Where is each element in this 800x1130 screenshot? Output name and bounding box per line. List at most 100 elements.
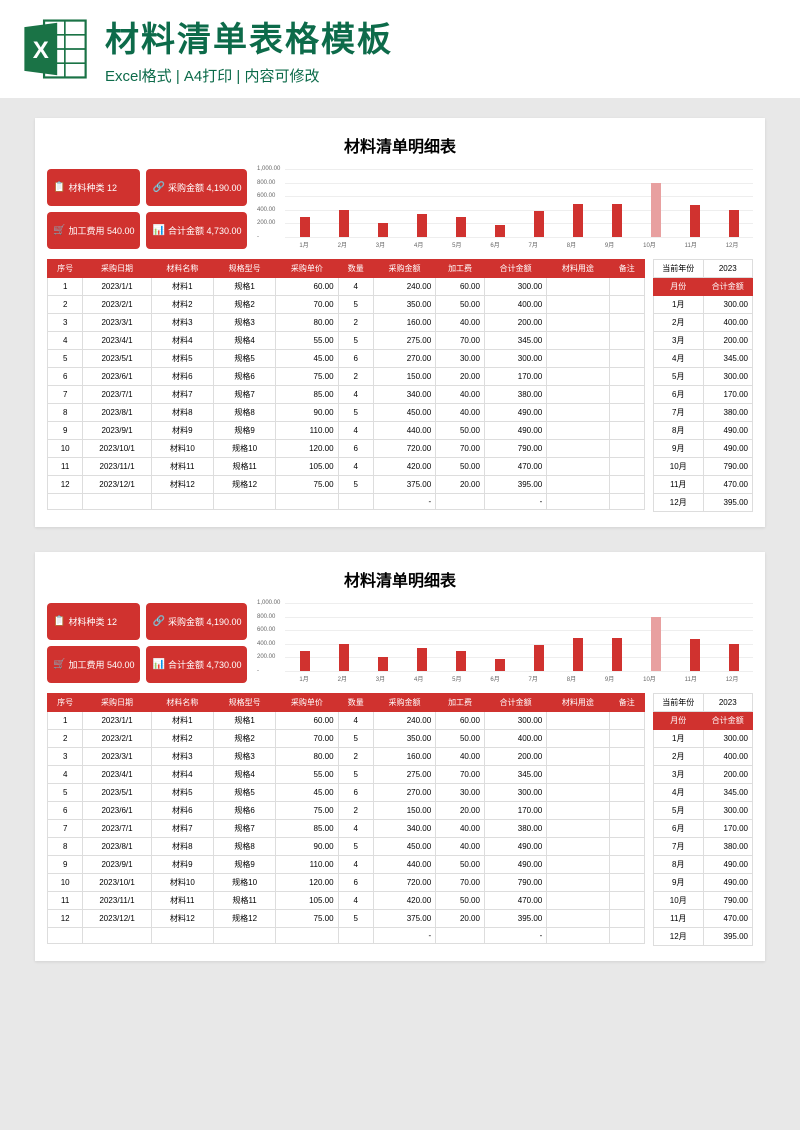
chart-xlabel: 7月 [529, 674, 538, 683]
chart-bar [300, 217, 310, 237]
chart-xlabel: 12月 [726, 240, 739, 249]
table-row: 122023/12/1材料12规格1275.005375.0020.00395.… [48, 910, 645, 928]
svg-text:X: X [33, 37, 49, 64]
table-row: 82023/8/1材料8规格890.005450.0040.00490.00 [48, 838, 645, 856]
table-row: 6月170.00 [654, 820, 753, 838]
table-row: 22023/2/1材料2规格270.005350.0050.00400.00 [48, 730, 645, 748]
table-row: 12月395.00 [654, 928, 753, 946]
chart-ylabel: 200.00 [257, 220, 275, 226]
table-header: 采购单价 [276, 260, 338, 278]
table-row: 72023/7/1材料7规格785.004340.0040.00380.00 [48, 386, 645, 404]
table-row: 7月380.00 [654, 838, 753, 856]
chart-bar [612, 638, 622, 671]
chart-xlabel: 10月 [643, 240, 656, 249]
table-header: 合计金额 [484, 694, 546, 712]
table-header: 材料名称 [151, 694, 213, 712]
table-header: 材料用途 [547, 694, 609, 712]
year-value: 2023 [703, 694, 753, 712]
chart-ylabel: 400.00 [257, 207, 275, 213]
chart-xlabel: 8月 [567, 240, 576, 249]
table-row: 122023/12/1材料12规格1275.005375.0020.00395.… [48, 476, 645, 494]
monthly-bar-chart: 1,000.00800.00600.00400.00200.00-1月2月3月4… [257, 603, 753, 683]
monthly-summary-table: 当前年份2023月份合计金额1月300.002月400.003月200.004月… [653, 693, 753, 946]
table-row: 10月790.00 [654, 458, 753, 476]
chart-xlabel: 11月 [685, 240, 697, 249]
table-row: 102023/10/1材料10规格10120.006720.0070.00790… [48, 874, 645, 892]
header-subtitle: Excel格式 | A4打印 | 内容可修改 [105, 65, 780, 86]
chart-xlabel: 2月 [338, 674, 347, 683]
chart-ylabel: 600.00 [257, 627, 275, 633]
table-row: 2月400.00 [654, 748, 753, 766]
table-row: -- [48, 928, 645, 944]
chart-xlabel: 5月 [452, 674, 461, 683]
table-header: 合计金额 [703, 278, 753, 296]
table-row: 82023/8/1材料8规格890.005450.0040.00490.00 [48, 404, 645, 422]
chart-bar [690, 205, 700, 237]
chart-bar [495, 225, 505, 237]
sheet-2: 材料清单明细表 📋材料种类 12🔗采购金额 4,190.00🛒加工费用 540.0… [35, 552, 765, 961]
materials-table: 序号采购日期材料名称规格型号采购单价数量采购金额加工费合计金额材料用途备注120… [47, 259, 645, 510]
badge-types: 📋材料种类 12 [47, 603, 140, 640]
chart-xlabel: 4月 [414, 240, 423, 249]
chart-xlabel: 12月 [726, 674, 739, 683]
monthly-summary-table: 当前年份2023月份合计金额1月300.002月400.003月200.004月… [653, 259, 753, 512]
chart-xlabel: 10月 [643, 674, 656, 683]
table-row: 42023/4/1材料4规格455.005275.0070.00345.00 [48, 766, 645, 784]
table-header: 材料名称 [151, 260, 213, 278]
chart-bar [729, 644, 739, 671]
table-row: 112023/11/1材料11规格11105.004420.0050.00470… [48, 892, 645, 910]
badge-purchase: 🔗采购金额 4,190.00 [146, 169, 247, 206]
chart-bar [690, 639, 700, 671]
table-row: 62023/6/1材料6规格675.002150.0020.00170.00 [48, 802, 645, 820]
table-row: 92023/9/1材料9规格9110.004440.0050.00490.00 [48, 856, 645, 874]
chart-ylabel: 600.00 [257, 193, 275, 199]
table-header: 数量 [338, 260, 373, 278]
table-header: 月份 [654, 278, 704, 296]
year-label: 当前年份 [654, 694, 704, 712]
chart-ylabel: 400.00 [257, 641, 275, 647]
table-header: 规格型号 [213, 260, 275, 278]
header-title: 材料清单表格模板 [105, 12, 780, 61]
table-row: 12月395.00 [654, 494, 753, 512]
badge-purchase: 🔗采购金额 4,190.00 [146, 603, 247, 640]
chart-xlabel: 11月 [685, 674, 697, 683]
table-row: 4月345.00 [654, 784, 753, 802]
table-header: 采购金额 [373, 260, 435, 278]
year-value: 2023 [703, 260, 753, 278]
table-row: 2月400.00 [654, 314, 753, 332]
chart-xlabel: 1月 [299, 240, 308, 249]
table-row: 112023/11/1材料11规格11105.004420.0050.00470… [48, 458, 645, 476]
materials-table: 序号采购日期材料名称规格型号采购单价数量采购金额加工费合计金额材料用途备注120… [47, 693, 645, 944]
chart-bar [534, 645, 544, 671]
sheet-title: 材料清单明细表 [47, 133, 753, 157]
chart-xlabel: 2月 [338, 240, 347, 249]
table-header: 规格型号 [213, 694, 275, 712]
table-row: 42023/4/1材料4规格455.005275.0070.00345.00 [48, 332, 645, 350]
chart-bar [651, 617, 661, 671]
table-header: 序号 [48, 260, 83, 278]
chart-xlabel: 3月 [376, 240, 385, 249]
table-row: 10月790.00 [654, 892, 753, 910]
chart-bar [495, 659, 505, 671]
chart-xlabel: 6月 [490, 674, 499, 683]
sheet-title: 材料清单明细表 [47, 567, 753, 591]
table-row: 9月490.00 [654, 874, 753, 892]
chart-bar [417, 214, 427, 237]
table-row: 62023/6/1材料6规格675.002150.0020.00170.00 [48, 368, 645, 386]
table-header: 采购日期 [83, 260, 151, 278]
table-header: 合计金额 [703, 712, 753, 730]
table-row: 11月470.00 [654, 476, 753, 494]
monthly-bar-chart: 1,000.00800.00600.00400.00200.00-1月2月3月4… [257, 169, 753, 249]
table-row: 92023/9/1材料9规格9110.004440.0050.00490.00 [48, 422, 645, 440]
chart-xlabel: 7月 [529, 240, 538, 249]
chart-xlabel: 6月 [490, 240, 499, 249]
chart-bar [300, 651, 310, 671]
table-row: 102023/10/1材料10规格10120.006720.0070.00790… [48, 440, 645, 458]
table-header: 备注 [609, 260, 644, 278]
table-row: 11月470.00 [654, 910, 753, 928]
chart-ylabel: - [257, 234, 259, 240]
chart-ylabel: 800.00 [257, 614, 275, 620]
chart-bar [456, 217, 466, 237]
table-row: 4月345.00 [654, 350, 753, 368]
badge-process: 🛒加工费用 540.00 [47, 646, 140, 683]
